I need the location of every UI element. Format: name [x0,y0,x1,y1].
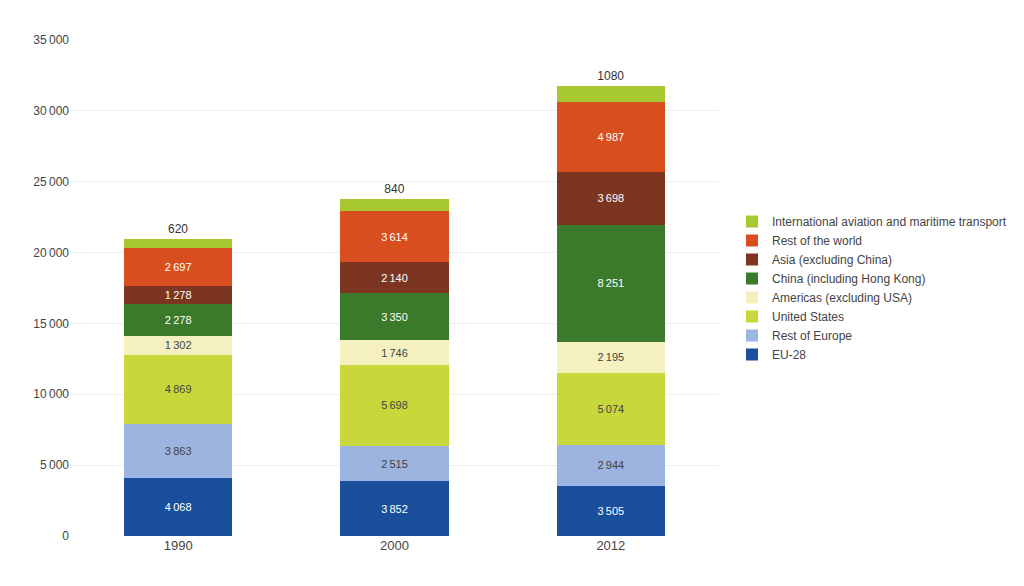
svg-text:3 852: 3 852 [381,503,408,515]
svg-text:5 074: 5 074 [597,403,624,415]
svg-text:4 068: 4 068 [165,501,192,513]
svg-text:5 698: 5 698 [381,399,408,411]
svg-text:840: 840 [384,182,404,196]
svg-text:2 195: 2 195 [597,351,624,363]
svg-text:EU-28: EU-28 [772,348,806,362]
svg-text:3 698: 3 698 [597,192,624,204]
svg-text:20 000: 20 000 [33,246,69,260]
svg-text:2012: 2012 [596,538,625,553]
svg-text:China (including Hong Kong): China (including Hong Kong) [772,272,925,286]
svg-text:4 987: 4 987 [597,131,624,143]
svg-text:Americas (excluding USA): Americas (excluding USA) [772,291,912,305]
svg-text:1990: 1990 [164,538,193,553]
svg-text:1080: 1080 [597,69,624,83]
svg-text:1 746: 1 746 [381,347,408,359]
svg-text:1 302: 1 302 [165,339,192,351]
svg-text:2000: 2000 [380,538,409,553]
svg-text:5 000: 5 000 [40,458,69,472]
svg-text:4 869: 4 869 [165,383,192,395]
svg-text:620: 620 [168,222,188,236]
svg-text:2 278: 2 278 [165,314,192,326]
svg-text:International aviation and mar: International aviation and maritime tran… [772,215,1007,229]
svg-text:30 000: 30 000 [33,104,69,118]
svg-text:Rest of Europe: Rest of Europe [772,329,852,343]
svg-text:Asia (excluding China): Asia (excluding China) [772,253,892,267]
svg-text:15 000: 15 000 [33,317,69,331]
svg-text:0: 0 [62,529,69,543]
svg-text:25 000: 25 000 [33,175,69,189]
svg-text:2 140: 2 140 [381,272,408,284]
svg-text:3 350: 3 350 [381,311,408,323]
svg-text:United States: United States [772,310,844,324]
svg-text:3 505: 3 505 [597,505,624,517]
svg-text:35 000: 35 000 [33,33,69,47]
svg-text:2 944: 2 944 [597,459,624,471]
svg-text:2 515: 2 515 [381,458,408,470]
svg-text:8 251: 8 251 [597,277,624,289]
svg-text:Rest of the world: Rest of the world [772,234,862,248]
svg-text:3 863: 3 863 [165,445,192,457]
svg-text:10 000: 10 000 [33,387,69,401]
svg-text:3 614: 3 614 [381,231,408,243]
svg-text:1 278: 1 278 [165,289,192,301]
svg-text:2 697: 2 697 [165,261,192,273]
